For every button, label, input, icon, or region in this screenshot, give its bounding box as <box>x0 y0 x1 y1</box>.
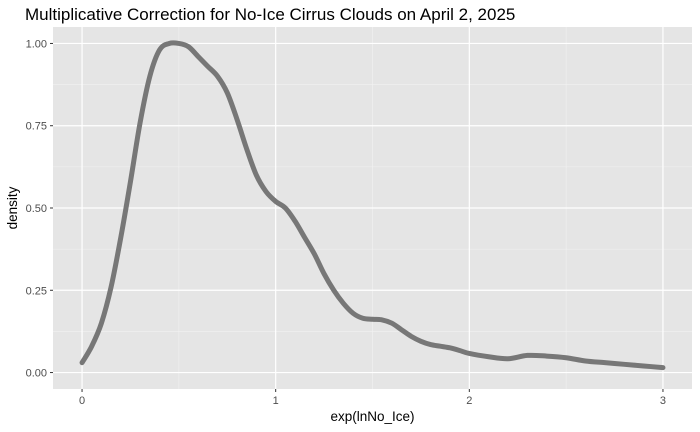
density-curve <box>79 40 666 371</box>
major-gridlines <box>53 27 692 389</box>
x-tick-label: 3 <box>660 395 666 407</box>
x-tick-label: 0 <box>79 395 85 407</box>
x-axis: 0 1 2 3 <box>79 389 666 407</box>
x-tick-label: 2 <box>466 395 472 407</box>
series-layer <box>79 40 666 371</box>
y-axis-title: density <box>5 186 20 229</box>
y-tick-label: 0.75 <box>26 121 47 133</box>
x-tick-label: 1 <box>273 395 279 407</box>
chart-title: Multiplicative Correction for No-Ice Cir… <box>25 5 515 24</box>
x-axis-title: exp(lnNo_Ice) <box>330 409 414 424</box>
y-tick-label: 0.25 <box>26 285 47 297</box>
y-tick-label: 0.00 <box>26 368 47 380</box>
y-tick-label: 1.00 <box>26 38 47 50</box>
y-axis: 0.00 0.25 0.50 0.75 1.00 <box>26 38 53 380</box>
y-tick-label: 0.50 <box>26 203 47 215</box>
